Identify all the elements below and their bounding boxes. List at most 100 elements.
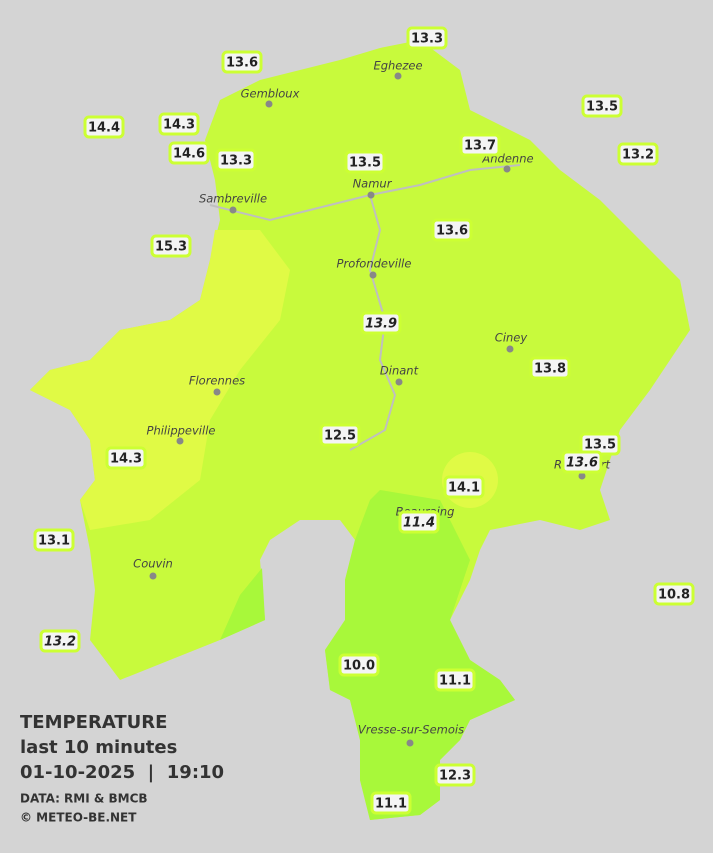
city-name: Sambreville: [199, 192, 267, 206]
station-box: [168, 141, 210, 165]
station: 13.6: [431, 218, 473, 242]
station-box: [431, 218, 473, 242]
station-box: [370, 791, 412, 815]
station: 14.1: [443, 475, 485, 499]
station-box: [39, 629, 81, 653]
station-value: 13.5: [586, 100, 618, 115]
station-value: 13.5: [349, 156, 381, 171]
station: 13.7: [459, 133, 501, 157]
city-dot: [394, 72, 402, 80]
station-value: 12.5: [324, 429, 356, 444]
station-box: [459, 133, 501, 157]
station-box: [33, 528, 75, 552]
station: 13.3: [406, 26, 448, 50]
station-box: [443, 475, 485, 499]
city-dot: [503, 165, 511, 173]
station-box: [434, 763, 476, 787]
station-value: 14.3: [110, 452, 142, 467]
labels: EghezeeGemblouxAndenneNamurSambrevillePr…: [33, 26, 695, 815]
station-value: 13.3: [220, 154, 252, 169]
station: 14.3: [105, 446, 147, 470]
station-value: 15.3: [155, 240, 187, 255]
station-value: 14.6: [173, 147, 205, 162]
city-dot: [176, 437, 184, 445]
station: 10.0: [338, 653, 380, 677]
station-value: 13.6: [436, 224, 468, 239]
city-dot: [506, 345, 514, 353]
station-value: 10.8: [658, 588, 690, 603]
city-dot: [395, 378, 403, 386]
station-box: [581, 94, 623, 118]
legend-copyright: © METEO-BE.NET: [20, 811, 137, 825]
legend-title: TEMPERATURE: [20, 712, 167, 733]
city-name: Namur: [353, 177, 393, 191]
station: 13.2: [617, 142, 659, 166]
station-box: [398, 510, 440, 534]
legend-datetime: 01-10-2025 | 19:10: [20, 762, 224, 783]
station-value: 13.6: [226, 56, 258, 71]
city-name: Ciney: [495, 331, 528, 345]
cool-zone: [220, 568, 265, 640]
legend-subtitle: last 10 minutes: [20, 737, 177, 758]
station: 13.8: [529, 356, 571, 380]
station-value: 13.6: [566, 456, 598, 471]
city-dot: [578, 472, 586, 480]
city-name: Florennes: [189, 374, 245, 388]
city-name: Couvin: [133, 557, 173, 571]
station: 13.9: [360, 311, 402, 335]
station-value: 13.2: [622, 148, 654, 163]
city-name: Philippeville: [147, 424, 216, 438]
city-dot: [369, 271, 377, 279]
city-dot: [149, 572, 157, 580]
cool-zone: [325, 490, 515, 820]
station-value: 14.4: [88, 121, 120, 136]
station: 13.5: [581, 94, 623, 118]
station: 13.6: [561, 450, 603, 474]
station-box: [221, 50, 263, 74]
city-name: Gembloux: [241, 87, 300, 101]
station-value: 13.7: [464, 139, 496, 154]
station: 14.3: [158, 112, 200, 136]
city-dot: [213, 388, 221, 396]
station-box: [434, 668, 476, 692]
station-value: 11.1: [375, 797, 407, 812]
station: 13.5: [344, 150, 386, 174]
station: 13.2: [39, 629, 81, 653]
station-box: [83, 115, 125, 139]
station: 12.5: [319, 423, 361, 447]
station-box: [105, 446, 147, 470]
city-name: Vresse-sur-Semois: [358, 723, 464, 737]
station-box: [617, 142, 659, 166]
station-value: 13.2: [44, 635, 76, 650]
station-value: 11.1: [439, 674, 471, 689]
city-dot: [367, 191, 375, 199]
city-name: Profondeville: [337, 257, 412, 271]
station-value: 13.5: [584, 438, 616, 453]
station-box: [360, 311, 402, 335]
station-value: 13.8: [534, 362, 566, 377]
city-name: Eghezee: [373, 59, 422, 73]
station-box: [653, 582, 695, 606]
legend-source: DATA: RMI & BMCB: [20, 792, 148, 806]
station-value: 13.1: [38, 534, 70, 549]
station-box: [344, 150, 386, 174]
station: 13.6: [221, 50, 263, 74]
warm-zone: [30, 230, 290, 530]
station-value: 13.3: [411, 32, 443, 47]
city-dot: [265, 100, 273, 108]
station-value: 13.9: [365, 317, 397, 332]
station-value: 14.1: [448, 481, 480, 496]
station: 13.5: [579, 432, 621, 456]
station-box: [215, 148, 257, 172]
station: 14.4: [83, 115, 125, 139]
station-box: [158, 112, 200, 136]
station-box: [319, 423, 361, 447]
station-value: 14.3: [163, 118, 195, 133]
station: 14.6: [168, 141, 210, 165]
station: 11.1: [434, 668, 476, 692]
station: 10.8: [653, 582, 695, 606]
city-dot: [229, 206, 237, 214]
station-value: 10.0: [343, 659, 375, 674]
station-box: [150, 234, 192, 258]
